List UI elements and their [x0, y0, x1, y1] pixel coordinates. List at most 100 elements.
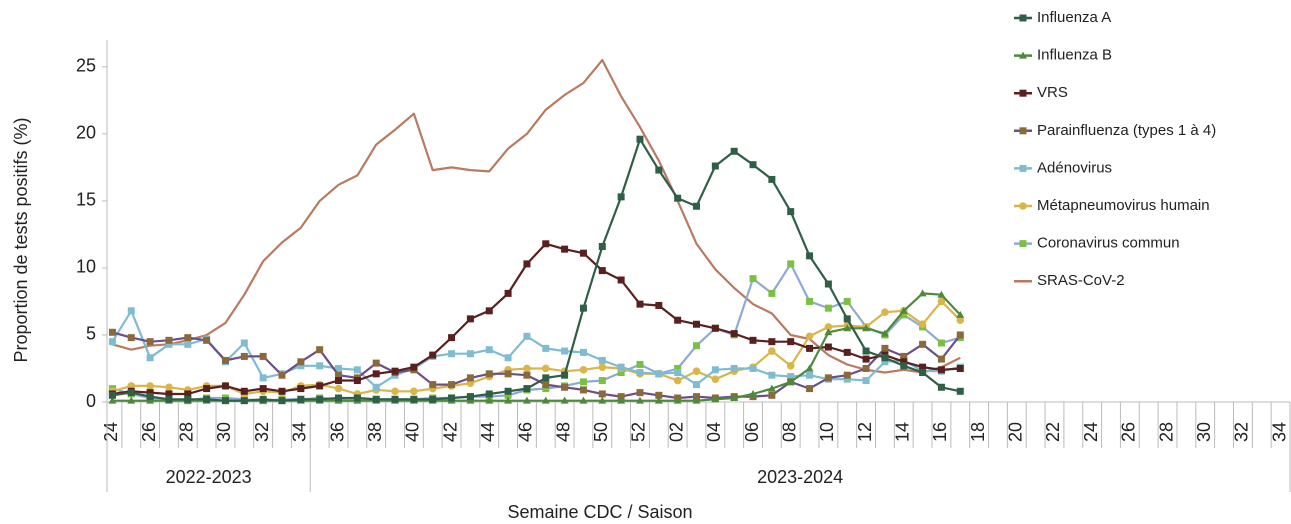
point: [674, 364, 682, 372]
point: [824, 304, 832, 312]
point: [410, 387, 418, 396]
point: [900, 352, 908, 360]
point: [805, 332, 814, 341]
series-line: [112, 331, 962, 400]
point: [768, 371, 776, 379]
x-tick-label: 24: [1081, 422, 1101, 442]
point: [881, 308, 889, 316]
x-tick-label: 28: [1156, 422, 1176, 442]
point: [316, 346, 324, 354]
point: [824, 343, 832, 351]
point: [335, 371, 343, 379]
point: [466, 374, 474, 382]
x-tick-label: 04: [704, 422, 724, 442]
point: [636, 300, 644, 308]
x-tick-label: 48: [553, 422, 573, 442]
point: [824, 323, 833, 331]
point: [504, 289, 512, 297]
point: [806, 385, 814, 393]
point: [203, 395, 211, 403]
x-tick-label: 14: [893, 422, 913, 442]
point: [372, 370, 380, 378]
point: [617, 193, 625, 201]
point: [429, 395, 437, 403]
point: [146, 382, 154, 390]
legend-marker: [1019, 240, 1027, 248]
point: [918, 320, 927, 329]
point: [184, 334, 192, 342]
legend-label: Parainfluenza (types 1 à 4): [1037, 122, 1216, 139]
point: [787, 208, 795, 216]
y-tick-label: 20: [76, 123, 96, 143]
point: [956, 331, 964, 339]
point: [693, 342, 700, 350]
legend-label: VRS: [1037, 84, 1068, 101]
point: [768, 175, 776, 183]
point: [843, 324, 852, 332]
point: [297, 395, 305, 403]
point: [542, 381, 550, 389]
x-axis-label: Semaine CDC / Saison: [507, 502, 692, 522]
point: [598, 242, 606, 250]
y-axis-label: Proportion de tests positifs (%): [11, 117, 31, 362]
x-tick-label: 30: [1194, 422, 1214, 442]
series-line: [112, 300, 962, 396]
x-tick-label: 20: [1006, 422, 1026, 442]
legend-marker: [1019, 202, 1027, 210]
point: [693, 320, 700, 328]
point: [674, 316, 682, 324]
point: [316, 395, 324, 403]
point: [711, 324, 719, 332]
point: [523, 260, 531, 268]
point: [165, 395, 173, 403]
point: [673, 396, 682, 404]
point: [391, 387, 399, 396]
point: [768, 338, 776, 346]
point: [598, 377, 606, 385]
point: [787, 373, 795, 381]
point: [466, 350, 474, 358]
point: [372, 359, 380, 367]
point: [523, 364, 531, 373]
point: [335, 394, 343, 402]
point: [561, 383, 569, 391]
point: [579, 249, 587, 257]
x-tick-label: 28: [177, 422, 197, 442]
point: [862, 364, 870, 372]
point: [184, 395, 192, 403]
point: [617, 393, 625, 401]
point: [448, 394, 456, 402]
point: [297, 362, 305, 370]
point: [749, 275, 757, 283]
point: [579, 386, 587, 394]
point: [749, 389, 758, 397]
x-tick-label: 06: [742, 422, 762, 442]
point: [636, 360, 644, 368]
point: [353, 366, 361, 374]
point: [881, 358, 889, 366]
point: [221, 356, 229, 364]
point: [542, 344, 550, 352]
point: [881, 344, 889, 352]
point: [127, 389, 135, 397]
point: [711, 366, 719, 374]
point: [504, 387, 512, 395]
point: [655, 166, 663, 174]
point: [523, 371, 531, 379]
y-tick-label: 10: [76, 257, 96, 277]
point: [448, 350, 456, 358]
point: [410, 363, 418, 371]
point: [824, 328, 833, 336]
point: [693, 393, 700, 401]
point: [466, 393, 474, 401]
point: [391, 395, 399, 403]
point: [730, 364, 738, 372]
point: [881, 354, 889, 362]
point: [692, 367, 701, 375]
point: [165, 340, 173, 348]
point: [579, 378, 587, 386]
point: [542, 374, 550, 382]
point: [655, 391, 663, 399]
x-tick-label: 50: [591, 422, 611, 442]
point: [448, 334, 456, 342]
